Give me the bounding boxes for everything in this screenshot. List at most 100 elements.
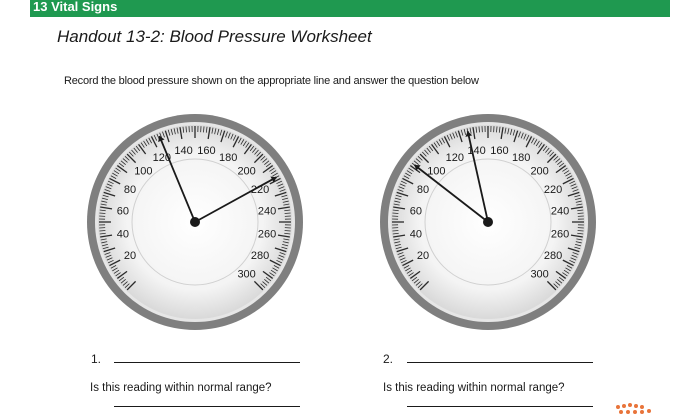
scale-tick <box>276 259 283 264</box>
scale-label: 160 <box>490 145 508 157</box>
scale-label: 180 <box>219 152 237 164</box>
scale-tick <box>393 206 406 210</box>
scale-tick <box>101 241 108 244</box>
scale-label: 180 <box>512 152 530 164</box>
scale-tick <box>159 132 163 139</box>
scale-tick <box>284 212 291 214</box>
scale-tick <box>504 127 507 134</box>
scale-tick <box>562 177 574 185</box>
scale-tick <box>563 170 570 175</box>
scale-tick <box>393 203 400 206</box>
scale-tick <box>282 200 289 203</box>
scale-tick <box>272 267 278 272</box>
scale-tick <box>135 145 141 152</box>
scale-tick <box>103 247 116 253</box>
scale-label: 220 <box>251 184 269 196</box>
scale-tick <box>575 197 582 201</box>
scale-tick <box>575 241 582 244</box>
scale-label: 280 <box>251 250 269 262</box>
scale-tick <box>269 272 275 277</box>
scale-label: 120 <box>446 152 464 164</box>
scale-tick <box>498 126 501 133</box>
scale-tick <box>555 165 567 174</box>
scale-tick <box>446 134 451 141</box>
scale-tick <box>565 172 571 177</box>
scale-label: 80 <box>124 184 136 196</box>
scale-tick <box>402 259 414 267</box>
scale-tick <box>394 200 401 203</box>
scale-tick <box>405 267 411 272</box>
scale-tick <box>555 270 567 279</box>
scale-tick <box>99 232 106 235</box>
scale-label: 40 <box>117 228 129 240</box>
scale-tick <box>408 272 414 277</box>
scale-tick <box>284 232 291 235</box>
scale-label: 100 <box>134 165 152 177</box>
answer-line-1[interactable] <box>114 362 300 363</box>
scale-tick <box>277 206 290 210</box>
question-answer-line-2[interactable] <box>407 406 593 407</box>
chapter-banner <box>30 0 670 17</box>
scale-label: 40 <box>410 228 422 240</box>
scale-tick <box>553 283 559 289</box>
scale-tick <box>569 180 576 185</box>
scale-tick <box>219 129 223 136</box>
scale-label: 200 <box>237 165 255 177</box>
scale-tick <box>396 247 409 253</box>
scale-tick <box>398 254 405 258</box>
item-number-1: 1. <box>91 352 102 366</box>
scale-tick <box>397 189 404 192</box>
scale-tick <box>496 126 498 133</box>
scale-tick <box>273 265 280 269</box>
scale-tick <box>103 191 116 197</box>
scale-tick <box>220 130 226 143</box>
scale-tick <box>214 128 217 135</box>
publisher-logo <box>616 403 651 414</box>
scale-tick <box>272 172 278 177</box>
scale-tick <box>99 212 106 214</box>
scale-tick <box>253 280 264 291</box>
scale-tick <box>452 132 456 139</box>
scale-tick <box>109 177 121 185</box>
scale-label: 260 <box>258 228 276 240</box>
scale-tick <box>274 191 287 197</box>
scale-tick <box>577 232 584 235</box>
scale-tick <box>203 126 205 133</box>
scale-tick <box>230 133 234 140</box>
scale-tick <box>405 172 411 177</box>
scale-tick <box>438 139 443 145</box>
scale-tick <box>170 128 174 135</box>
needle-hub <box>483 217 493 227</box>
scale-tick <box>211 127 214 134</box>
scale-tick <box>393 234 406 238</box>
scale-tick <box>421 151 427 157</box>
scale-tick <box>138 143 147 155</box>
scale-tick <box>277 234 290 238</box>
scale-tick <box>463 128 467 135</box>
scale-tick <box>426 147 431 153</box>
scale-tick <box>284 230 291 232</box>
scale-label: 20 <box>124 250 136 262</box>
scale-tick <box>100 234 113 238</box>
scale-tick <box>105 254 112 258</box>
gauge-inner-ring <box>424 158 552 286</box>
scale-tick <box>167 129 171 136</box>
scale-tick <box>512 129 516 136</box>
scale-tick <box>270 170 277 175</box>
scale-tick <box>131 149 136 155</box>
scale-tick <box>577 209 584 212</box>
scale-tick <box>116 165 128 174</box>
scale-tick <box>575 243 582 247</box>
scale-tick <box>572 189 579 192</box>
question-answer-line-1[interactable] <box>114 406 300 407</box>
answer-line-2[interactable] <box>407 362 593 363</box>
scale-tick <box>396 191 409 197</box>
scale-tick <box>478 126 480 133</box>
scale-tick <box>284 209 291 212</box>
scale-tick <box>472 127 476 140</box>
scale-label: 280 <box>544 250 562 262</box>
scale-tick <box>281 194 288 198</box>
scale-tick <box>523 133 527 140</box>
scale-tick <box>557 160 563 165</box>
